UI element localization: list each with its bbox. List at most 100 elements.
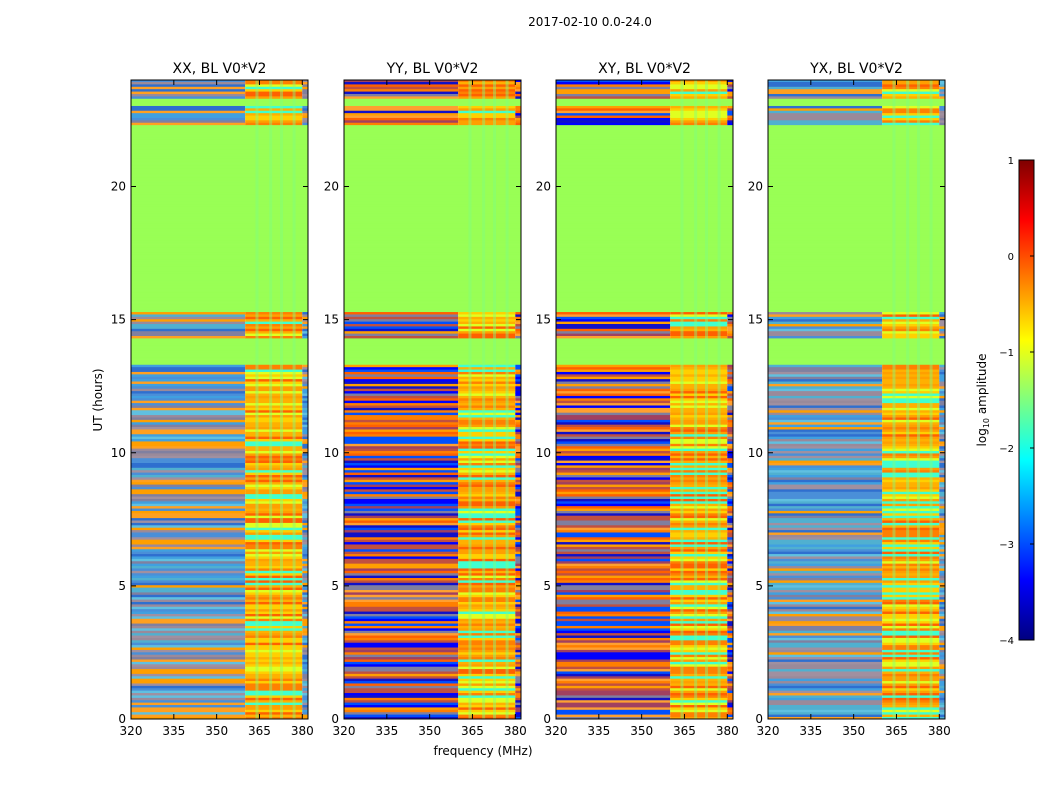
heat-cell <box>939 385 945 389</box>
heat-cell <box>670 548 728 552</box>
heat-cell <box>556 673 671 677</box>
heat-cell <box>670 318 728 322</box>
flagged-cell <box>556 287 733 291</box>
heat-cell <box>458 117 516 121</box>
heat-cell <box>670 455 728 459</box>
heat-cell <box>556 656 671 660</box>
heat-cell <box>458 469 516 473</box>
x-axis-label: frequency (MHz) <box>433 744 532 758</box>
heat-cell <box>727 417 733 420</box>
heat-cell <box>939 448 945 452</box>
heat-cell <box>302 462 308 466</box>
heat-cell <box>131 112 246 116</box>
heat-cell <box>939 687 945 691</box>
heat-cell <box>245 115 303 118</box>
flagged-cell <box>556 172 733 176</box>
heat-cell <box>670 695 728 698</box>
heat-cell <box>131 651 246 655</box>
flagged-cell <box>768 189 945 193</box>
heat-cell <box>727 381 733 384</box>
heat-cell <box>882 685 940 689</box>
flagged-cell <box>131 349 308 353</box>
heat-cell <box>556 321 671 325</box>
heat-cell <box>302 563 308 567</box>
flagged-cell <box>556 258 733 262</box>
heat-cell <box>556 330 671 334</box>
flagged-cell <box>556 263 733 267</box>
heat-cell <box>882 613 940 617</box>
heat-cell <box>768 695 883 698</box>
heat-cell <box>556 618 671 622</box>
heat-cell <box>302 606 308 610</box>
flagged-cell <box>131 347 308 351</box>
heat-cell <box>727 314 733 317</box>
heat-cell <box>515 702 521 706</box>
heat-cell <box>727 687 733 691</box>
heat-cell <box>302 510 308 514</box>
flagged-cell <box>768 340 945 344</box>
heat-cell <box>131 395 246 399</box>
heat-cell <box>882 371 940 375</box>
heat-cell <box>939 376 945 380</box>
heat-cell <box>515 527 521 531</box>
heat-cell <box>458 316 516 320</box>
heat-cell <box>245 649 303 653</box>
heat-cell <box>882 316 940 320</box>
heat-cell <box>768 601 883 605</box>
heat-cell <box>344 479 459 483</box>
heat-cell <box>882 680 940 684</box>
heat-cell <box>670 395 728 399</box>
heat-cell <box>670 390 728 394</box>
heat-cell <box>768 321 883 325</box>
heat-cell <box>245 678 303 682</box>
heat-cell <box>245 508 303 511</box>
heat-cell <box>939 536 945 540</box>
heat-cell <box>515 668 521 672</box>
heat-cell <box>302 316 308 320</box>
heat-cell <box>882 476 940 480</box>
heat-cell <box>727 476 733 480</box>
heat-cell <box>302 385 308 389</box>
heat-cell <box>245 469 303 473</box>
heat-cell <box>670 493 728 497</box>
heat-cell <box>302 711 308 715</box>
heat-cell <box>768 469 883 473</box>
heat-cell <box>131 630 246 634</box>
flagged-cell <box>344 352 521 356</box>
flagged-cell <box>768 218 945 221</box>
heat-cell <box>670 570 728 574</box>
heat-cell <box>670 426 728 430</box>
heat-cell <box>727 596 733 600</box>
flagged-cell <box>768 290 945 293</box>
heat-cell <box>727 663 733 667</box>
heat-cell <box>670 321 728 325</box>
heat-cell <box>245 81 303 85</box>
heat-cell <box>556 457 671 461</box>
heat-cell <box>882 491 940 495</box>
heat-cell <box>245 311 303 315</box>
flagged-cell <box>344 158 521 162</box>
heat-cell <box>939 603 945 607</box>
heat-cell <box>670 441 728 444</box>
heat-cell <box>302 620 308 624</box>
heat-cell <box>882 445 940 449</box>
heat-cell <box>939 424 945 428</box>
panel-frame <box>767 79 946 720</box>
heat-cell <box>768 560 883 564</box>
heat-cell <box>458 644 516 648</box>
heat-cell <box>727 436 733 440</box>
heat-cell <box>515 654 521 658</box>
heat-cell <box>245 582 303 586</box>
heat-cell <box>515 603 521 607</box>
heat-cell <box>727 122 733 126</box>
heat-cell <box>670 608 728 612</box>
flagged-cell <box>344 170 521 174</box>
heat-cell <box>344 373 459 377</box>
flagged-cell <box>344 302 521 305</box>
heat-cell <box>245 390 303 394</box>
heat-cell <box>515 649 521 653</box>
heat-cell <box>939 522 945 526</box>
heat-cell <box>939 122 945 126</box>
flagged-cell <box>131 304 308 308</box>
heat-cell <box>727 376 733 380</box>
